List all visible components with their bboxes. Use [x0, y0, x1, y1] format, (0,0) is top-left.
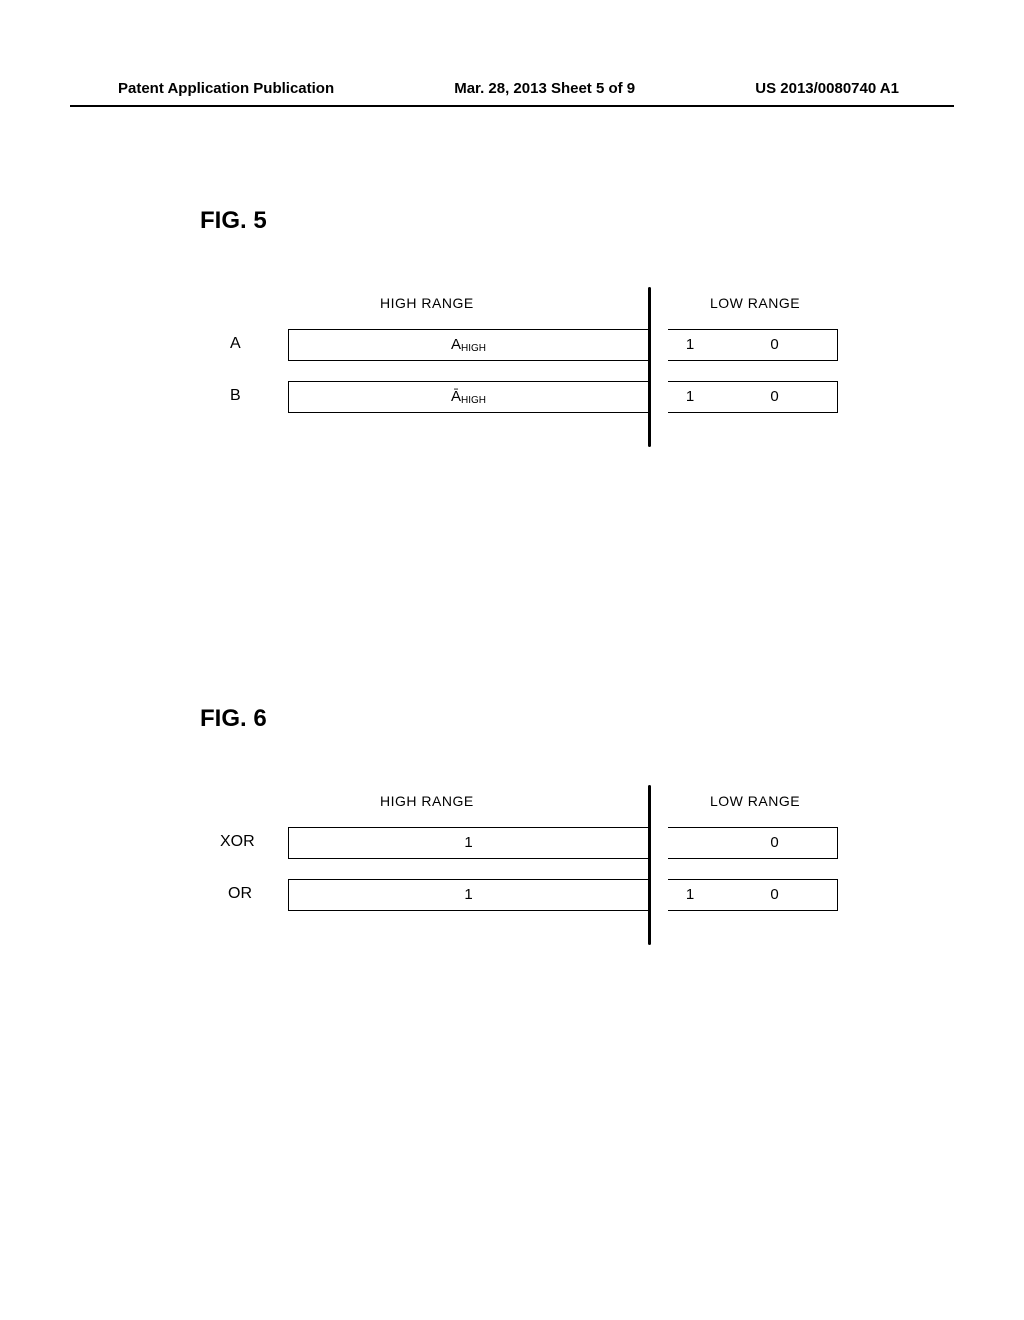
- low-cell-1-or: 1: [668, 880, 712, 910]
- figure-5-title: FIG. 5: [200, 207, 954, 235]
- low-range-header: LOW RANGE: [710, 295, 800, 311]
- low-box-a: 1 0: [668, 329, 838, 361]
- low-cell-0-xor: 0: [712, 828, 837, 858]
- low-box-or: 1 0: [668, 879, 838, 911]
- row-label-or: OR: [228, 885, 252, 903]
- row-xor: XOR 1 0: [230, 827, 870, 863]
- low-range-header-6: LOW RANGE: [710, 793, 800, 809]
- row-label-a: A: [230, 335, 241, 353]
- high-box-a: AHIGH: [288, 329, 648, 361]
- low-cell-1-b: 1: [668, 382, 712, 412]
- row-label-b: B: [230, 387, 241, 405]
- low-box-xor: 0: [668, 827, 838, 859]
- high-box-b: ĀHIGH: [288, 381, 648, 413]
- high-box-or: 1: [288, 879, 648, 911]
- header-left: Patent Application Publication: [118, 80, 334, 97]
- high-range-header: HIGH RANGE: [380, 295, 474, 311]
- page-header: Patent Application Publication Mar. 28, …: [70, 80, 954, 107]
- row-label-xor: XOR: [220, 833, 255, 851]
- column-headers-6: HIGH RANGE LOW RANGE: [230, 793, 870, 821]
- row-or: OR 1 1 0: [230, 879, 870, 915]
- figure-5: FIG. 5 HIGH RANGE LOW RANGE A AHIGH 1 0 …: [70, 207, 954, 475]
- figure-6-title: FIG. 6: [200, 705, 954, 733]
- column-headers: HIGH RANGE LOW RANGE: [230, 295, 870, 323]
- header-right: US 2013/0080740 A1: [755, 80, 899, 97]
- patent-page: Patent Application Publication Mar. 28, …: [0, 0, 1024, 1320]
- row-a: A AHIGH 1 0: [230, 329, 870, 365]
- figure-6: FIG. 6 HIGH RANGE LOW RANGE XOR 1 0 OR 1…: [70, 705, 954, 973]
- low-cell-0-or: 0: [712, 880, 837, 910]
- high-range-header-6: HIGH RANGE: [380, 793, 474, 809]
- high-box-xor: 1: [288, 827, 648, 859]
- header-center: Mar. 28, 2013 Sheet 5 of 9: [454, 80, 635, 97]
- figure-5-diagram: HIGH RANGE LOW RANGE A AHIGH 1 0 B ĀHIGH…: [230, 295, 870, 475]
- low-cell-0-b: 0: [712, 382, 837, 412]
- low-cell-0-a: 0: [712, 330, 837, 360]
- low-box-b: 1 0: [668, 381, 838, 413]
- low-cell-1-a: 1: [668, 330, 712, 360]
- row-b: B ĀHIGH 1 0: [230, 381, 870, 417]
- figure-6-diagram: HIGH RANGE LOW RANGE XOR 1 0 OR 1 1 0: [230, 793, 870, 973]
